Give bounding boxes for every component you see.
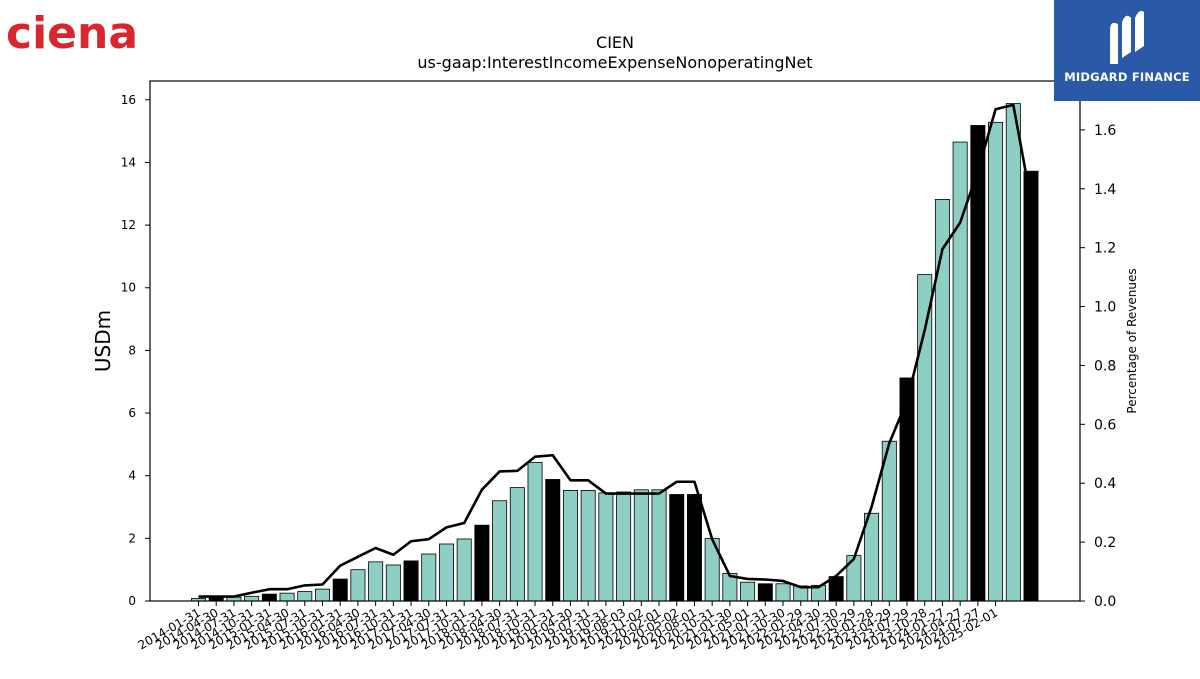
bar	[775, 583, 791, 602]
bar	[580, 490, 596, 602]
partner-logo: MIDGARD FINANCE	[1054, 0, 1200, 101]
y-tick-label: 14	[121, 155, 136, 169]
bar	[651, 489, 667, 602]
y2-tick-label: 1.0	[1094, 300, 1116, 316]
bar	[598, 492, 614, 602]
bar	[917, 274, 933, 602]
y-tick-label: 6	[128, 406, 136, 420]
bar	[385, 564, 401, 602]
y2-tick-label: 1.4	[1094, 182, 1116, 198]
bar	[970, 125, 986, 602]
company-logo: ciena	[6, 8, 138, 54]
bar	[988, 121, 1004, 602]
bar	[616, 491, 632, 602]
bar	[474, 524, 490, 602]
y-tick-label: 12	[121, 218, 136, 232]
y2-axis-label: Percentage of Revenues	[1125, 268, 1139, 413]
bar	[1023, 170, 1039, 602]
y2-tick-label: 0.8	[1094, 358, 1116, 374]
bar	[279, 592, 295, 602]
y-axis-label: USDm	[91, 310, 115, 372]
y-tick-label: 16	[121, 93, 136, 107]
bar	[527, 462, 543, 602]
bar	[261, 593, 277, 602]
bar	[562, 490, 578, 602]
bar	[1005, 103, 1021, 602]
series-line	[198, 103, 1033, 598]
midgard-mark-icon	[1110, 10, 1144, 64]
x-axis: 2014-01-312014-04-302014-07-312014-10-31…	[136, 601, 1000, 652]
bar-group	[191, 103, 1039, 602]
chart-subtitle: us-gaap:InterestIncomeExpenseNonoperatin…	[417, 53, 812, 72]
bar	[509, 487, 525, 602]
y2-tick-label: 0.0	[1094, 594, 1116, 610]
bar	[757, 583, 773, 602]
y2-tick-label: 1.6	[1094, 123, 1116, 139]
y-tick-label: 2	[128, 531, 136, 545]
y-axis-right: 0.0 0.2 0.4 0.6 0.8 1.0 1.2 1.4 1.6	[1080, 123, 1116, 610]
bar	[421, 553, 437, 602]
bar	[350, 569, 366, 602]
bar	[403, 560, 419, 602]
bar	[332, 578, 348, 602]
bar	[438, 543, 454, 602]
y-axis-left: 0 2 4 6 8 10 12 14 16	[121, 93, 150, 608]
bar	[669, 494, 685, 602]
y2-tick-label: 0.6	[1094, 417, 1116, 433]
bar	[633, 489, 649, 602]
chart-title: CIEN	[596, 33, 634, 52]
y2-tick-label: 0.4	[1094, 476, 1116, 492]
bar	[740, 581, 756, 602]
y2-tick-label: 1.2	[1094, 241, 1116, 257]
bar	[368, 561, 384, 602]
y2-tick-label: 0.2	[1094, 535, 1116, 551]
y-tick-label: 4	[128, 469, 136, 483]
bar	[456, 538, 472, 602]
y-tick-label: 10	[121, 281, 136, 295]
y-tick-label: 8	[128, 343, 136, 357]
company-logo-text: ciena	[6, 8, 138, 54]
bar	[297, 591, 313, 602]
bar	[864, 512, 880, 602]
bar	[492, 500, 508, 602]
partner-logo-text: MIDGARD FINANCE	[1064, 70, 1190, 84]
bar	[686, 494, 702, 602]
bar	[314, 588, 330, 602]
bar	[934, 199, 950, 602]
y-tick-label: 0	[128, 594, 136, 608]
bar	[545, 479, 561, 602]
plot-frame	[149, 80, 1081, 602]
bar	[244, 595, 260, 602]
